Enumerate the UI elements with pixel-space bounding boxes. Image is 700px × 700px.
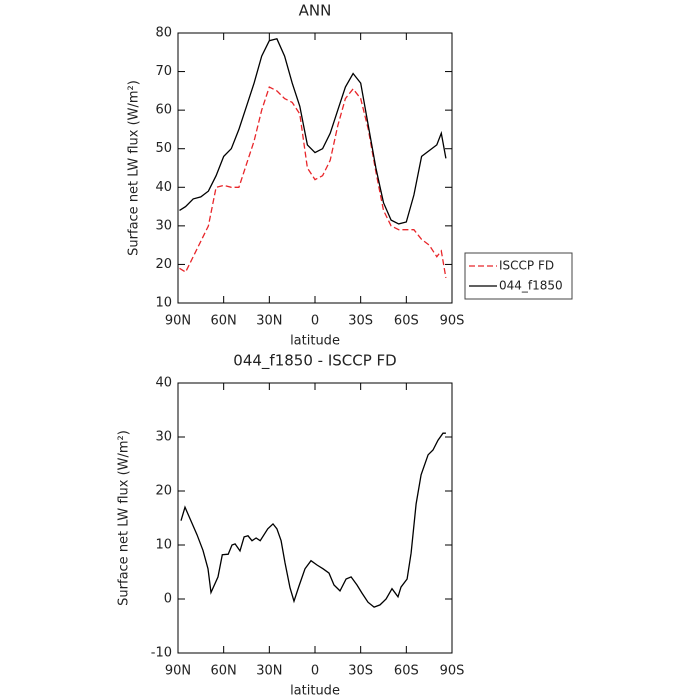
x-tick-label: 0 — [311, 664, 319, 679]
x-tick-label: 90N — [165, 664, 191, 679]
plot-frame — [177, 382, 453, 654]
x-tick-label: 30S — [348, 314, 373, 329]
x-axis-label: latitude — [290, 334, 340, 349]
data-line — [179, 86, 447, 279]
y-tick-label: 50 — [155, 141, 172, 156]
data-line — [180, 432, 446, 608]
y-axis-label: Surface net LW flux (W/m²) — [127, 80, 142, 256]
y-axis-label: Surface net LW flux (W/m²) — [117, 430, 132, 606]
y-tick-label: 40 — [155, 376, 172, 391]
chart-title: 044_f1850 - ISCCP FD — [233, 352, 396, 371]
x-tick-label: 30N — [256, 314, 282, 329]
y-tick-label: 20 — [155, 257, 172, 272]
x-tick-label: 30N — [256, 664, 282, 679]
x-tick-label: 60S — [394, 664, 419, 679]
x-tick-label: 30S — [348, 664, 373, 679]
legend-label: ISCCP FD — [499, 259, 554, 273]
x-tick-label: 90S — [440, 664, 465, 679]
y-tick-label: -10 — [151, 646, 172, 661]
x-tick-label: 90N — [165, 314, 191, 329]
x-tick-label: 60N — [211, 664, 237, 679]
chart-title: ANN — [299, 2, 332, 20]
x-tick-label: 0 — [311, 314, 319, 329]
legend-label: 044_f1850 — [499, 279, 563, 293]
y-tick-label: 30 — [155, 430, 172, 445]
y-tick-label: 40 — [155, 180, 172, 195]
x-tick-label: 90S — [440, 314, 465, 329]
y-tick-label: 30 — [155, 218, 172, 233]
y-tick-label: 60 — [155, 103, 172, 118]
y-tick-label: 10 — [155, 538, 172, 553]
x-axis-label: latitude — [290, 684, 340, 699]
y-tick-label: 10 — [155, 296, 172, 311]
x-tick-label: 60N — [211, 314, 237, 329]
y-tick-label: 20 — [155, 484, 172, 499]
x-tick-label: 60S — [394, 314, 419, 329]
y-tick-label: 0 — [164, 592, 172, 607]
data-line — [179, 38, 447, 225]
y-tick-label: 80 — [155, 26, 172, 41]
y-tick-label: 70 — [155, 64, 172, 79]
legend-box — [464, 252, 573, 300]
